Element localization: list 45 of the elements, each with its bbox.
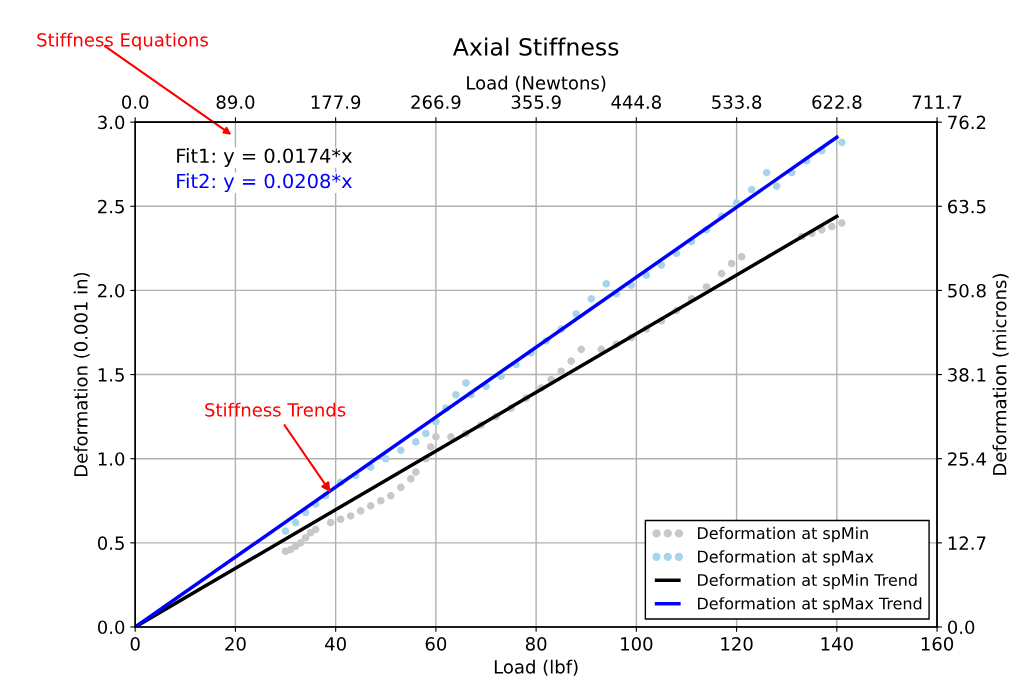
legend-label: Deformation at spMin Trend (698, 573, 917, 590)
x-tick-label: 100 (621, 637, 653, 651)
x-axis-title: Load (lbf) (494, 659, 578, 676)
x-tick-label: 120 (721, 637, 753, 651)
y2-tick-label: 63.5 (948, 199, 986, 214)
annotation: Stiffness Trends (205, 402, 346, 417)
y-tick-label: 0.0 (97, 620, 125, 635)
legend-label: Deformation at spMin (698, 526, 868, 543)
chart-title: Axial Stiffness (452, 37, 619, 56)
annotation: Fit2: y = 0.0208*x (177, 173, 352, 193)
x-tick-label: 20 (225, 637, 246, 651)
y-tick-label: 1.5 (98, 368, 124, 382)
y2-tick-label: 38.1 (948, 368, 986, 382)
legend-label: Deformation at spMax (698, 550, 874, 566)
x2-tick-label: 711.7 (912, 95, 962, 109)
legend-label: Deformation at spMax Trend (698, 597, 922, 613)
y-tick-label: 3.0 (98, 115, 125, 130)
text: Stiffness Equations (37, 32, 208, 51)
y2-tick-label: 12.7 (948, 536, 986, 550)
x2-tick-label: 89.0 (216, 95, 255, 109)
x2-tick-label: 266.9 (411, 95, 461, 109)
x2-tick-label: 444.8 (611, 95, 661, 109)
y2-tick-label: 50.8 (948, 283, 986, 298)
y2-axis-title: Deformation (microns) (992, 274, 1009, 475)
x-tick-label: 0 (130, 637, 140, 651)
y-axis-title: Deformation (0.001 in) (73, 272, 90, 477)
x2-tick-label: 177.9 (311, 95, 361, 109)
x-tick-label: 80 (525, 637, 547, 651)
annotation: Fit1: y = 0.0174*x (177, 148, 352, 167)
x2-tick-label: 355.9 (511, 95, 561, 109)
y2-tick-label: 76.2 (948, 115, 986, 130)
y2-tick-label: 25.4 (948, 452, 986, 466)
x2-axis-title: Load (Newtons) (467, 75, 606, 92)
x2-tick-label: 533.8 (712, 95, 762, 109)
x2-tick-label: 0.0 (122, 95, 149, 109)
x2-tick-label: 622.8 (812, 95, 862, 109)
x-tick-label: 40 (325, 637, 346, 651)
y2-tick-label: 0.0 (947, 620, 975, 635)
y-tick-label: 1.0 (98, 452, 125, 466)
y-tick-label: 0.5 (97, 536, 124, 550)
x-tick-label: 60 (425, 637, 447, 651)
x-tick-label: 160 (921, 637, 954, 651)
y-tick-label: 2.5 (98, 199, 124, 214)
y-tick-label: 2.0 (98, 283, 125, 298)
x-tick-label: 140 (821, 637, 853, 651)
